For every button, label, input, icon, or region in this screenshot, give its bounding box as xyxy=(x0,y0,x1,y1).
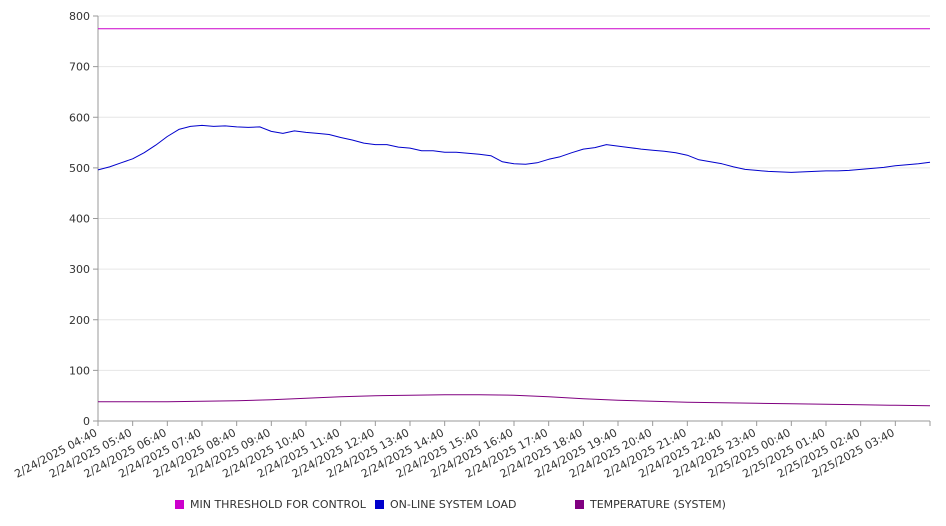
y-tick-label-800: 800 xyxy=(69,10,90,23)
legend-swatch-threshold xyxy=(175,500,184,509)
legend: MIN THRESHOLD FOR CONTROL ON-LINE SYSTEM… xyxy=(175,498,935,514)
legend-label-system-load: ON-LINE SYSTEM LOAD xyxy=(390,498,517,511)
legend-item-temperature[interactable]: TEMPERATURE (SYSTEM) xyxy=(575,498,726,511)
y-tick-label-100: 100 xyxy=(69,364,90,377)
y-axis-ticks: 0 100 200 300 400 500 600 700 800 xyxy=(69,10,98,428)
grid-lines xyxy=(98,15,930,371)
y-tick-label-700: 700 xyxy=(69,61,90,74)
legend-swatch-system-load xyxy=(375,500,384,509)
legend-swatch-temperature xyxy=(575,500,584,509)
x-axis-ticks: 2/24/2025 04:402/24/2025 05:402/24/2025 … xyxy=(12,421,931,481)
y-tick-label-0: 0 xyxy=(83,415,90,428)
y-tick-label-400: 400 xyxy=(69,213,90,226)
y-tick-label-300: 300 xyxy=(69,263,90,276)
y-tick-label-600: 600 xyxy=(69,111,90,124)
y-tick-label-500: 500 xyxy=(69,162,90,175)
y-tick-label-200: 200 xyxy=(69,314,90,327)
legend-item-threshold[interactable]: MIN THRESHOLD FOR CONTROL xyxy=(175,498,366,511)
series-lines xyxy=(97,28,931,407)
legend-label-temperature: TEMPERATURE (SYSTEM) xyxy=(590,498,726,511)
series-line-temperature xyxy=(98,394,931,407)
series-line-system-load xyxy=(97,124,931,173)
legend-label-threshold: MIN THRESHOLD FOR CONTROL xyxy=(190,498,366,511)
legend-item-system-load[interactable]: ON-LINE SYSTEM LOAD xyxy=(375,498,516,511)
